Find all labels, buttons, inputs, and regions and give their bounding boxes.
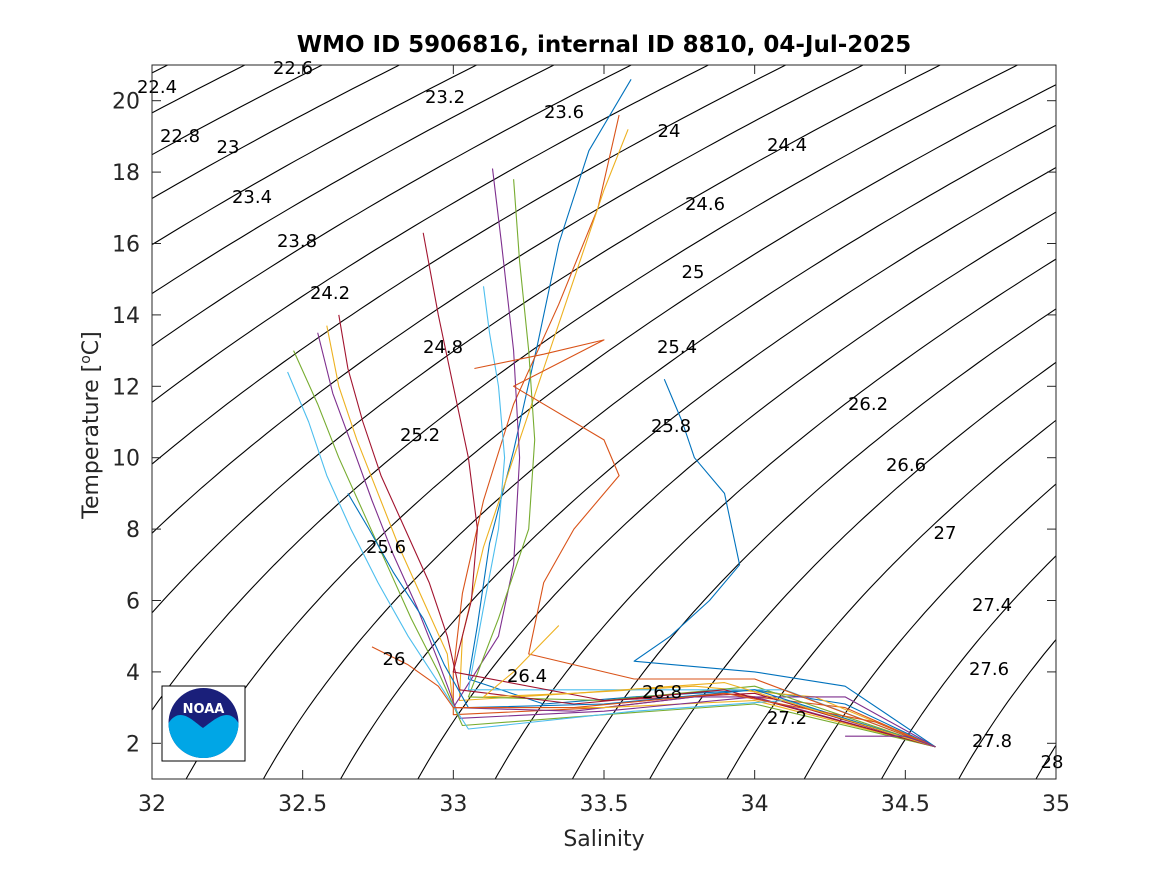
density-contour-line [494, 258, 1056, 779]
density-contour-line [152, 65, 864, 534]
profile-line [845, 735, 936, 748]
density-contour-line [152, 65, 632, 347]
density-contour-label: 23.2 [425, 87, 465, 108]
density-contour-label: 27.2 [767, 708, 807, 729]
profile-line [482, 625, 936, 748]
chart-title: WMO ID 5906816, internal ID 8810, 04-Jul… [297, 32, 912, 58]
density-contour-line [152, 65, 941, 614]
y-tick-label: 10 [112, 447, 140, 472]
density-contour-label: 24.2 [310, 283, 350, 304]
density-contour-line [649, 361, 1056, 779]
density-contour-line [803, 483, 1056, 779]
density-contour-line [152, 65, 1018, 712]
profile-line [422, 232, 936, 748]
density-contour-line [417, 211, 1056, 779]
density-contour-label: 23.6 [544, 102, 584, 123]
density-contour-label: 23 [217, 137, 240, 158]
density-contour-label: 25.8 [651, 416, 691, 437]
profile-line [371, 646, 936, 748]
x-axis-label: Salinity [563, 827, 644, 852]
y-tick-label: 18 [112, 161, 140, 186]
profile-line [633, 378, 936, 748]
x-tick-label: 34.5 [881, 792, 930, 817]
y-tick-label: 4 [126, 661, 140, 686]
x-tick-label: 32.5 [278, 792, 327, 817]
y-axis-label: Temperature [oC] [78, 331, 104, 519]
density-contour-label: 26.8 [642, 682, 682, 703]
density-contour-label: 24.6 [685, 194, 725, 215]
density-contour-label: 22.8 [160, 126, 200, 147]
noaa-logo-wave-icon [168, 714, 239, 758]
y-tick-label: 8 [126, 518, 140, 543]
density-contour-label: 25 [682, 262, 705, 283]
density-contour-label: 26.4 [507, 666, 547, 687]
profile-line [287, 371, 936, 748]
profile-lines [287, 79, 936, 748]
y-tick-label: 14 [112, 304, 140, 329]
density-contour-line [881, 555, 1056, 779]
density-contour-label: 26.6 [886, 455, 926, 476]
noaa-logo: NOAA [161, 685, 246, 762]
density-contour-label: 28 [1041, 752, 1064, 773]
density-contour-line [152, 65, 786, 465]
profile-line [338, 314, 936, 748]
density-contour-label: 24 [658, 121, 681, 142]
density-contour-line [152, 65, 555, 295]
y-tick-label: 6 [126, 590, 140, 615]
profile-line [458, 129, 936, 748]
x-axis: 32 32.5 33 33.5 34 34.5 35 [138, 65, 1070, 817]
density-contour-line [726, 419, 1056, 779]
profile-line [467, 286, 936, 748]
density-contour-label: 26 [383, 649, 406, 670]
density-contour-label: 24.8 [423, 337, 463, 358]
density-contour-line [340, 166, 1056, 779]
x-tick-label: 35 [1042, 792, 1070, 817]
profile-line [347, 493, 936, 748]
density-contour-line [262, 124, 1056, 779]
density-contour-line [185, 84, 1056, 779]
x-tick-label: 34 [741, 792, 769, 817]
density-contour-label: 24.4 [767, 135, 807, 156]
density-contour-label: 23.4 [232, 187, 272, 208]
density-contour-line [152, 65, 477, 246]
noaa-logo-text: NOAA [183, 702, 225, 717]
density-contour-label: 27 [934, 523, 957, 544]
density-contour-label: 26.2 [848, 394, 888, 415]
density-contours [0, 65, 1167, 779]
profile-line [474, 339, 936, 748]
profile-line [293, 350, 936, 748]
density-contour-line [152, 65, 400, 200]
density-contour-label: 27.4 [972, 595, 1012, 616]
x-tick-label: 33.5 [580, 792, 629, 817]
density-contour-label: 27.8 [972, 731, 1012, 752]
y-tick-label: 2 [126, 732, 140, 757]
density-contour-label: 25.6 [366, 537, 406, 558]
density-contour-labels: 22.4 22.6 22.8 23 23.2 23.4 23.6 23.8 24 24.2 24.4… [137, 58, 1063, 773]
density-contour-line [958, 638, 1056, 779]
density-contour-line [0, 65, 90, 779]
x-tick-label: 33 [439, 792, 467, 817]
density-contour-label: 25.2 [400, 425, 440, 446]
density-contour-line [0, 65, 13, 779]
density-contour-label: 23.8 [277, 231, 317, 252]
profile-line [467, 179, 936, 748]
y-tick-label: 20 [112, 90, 140, 115]
y-tick-label: 16 [112, 233, 140, 258]
density-contour-line [1113, 65, 1167, 779]
profile-line [317, 332, 936, 748]
density-contour-label: 22.6 [273, 58, 313, 79]
y-tick-label: 12 [112, 375, 140, 400]
density-contour-label: 22.4 [137, 77, 177, 98]
density-contour-label: 27.6 [969, 659, 1009, 680]
density-contour-line [571, 308, 1056, 779]
density-contour-line [152, 65, 709, 404]
profile-line [326, 325, 936, 748]
x-tick-label: 32 [138, 792, 166, 817]
density-contour-line [152, 65, 323, 156]
density-contour-label: 25.4 [657, 337, 697, 358]
